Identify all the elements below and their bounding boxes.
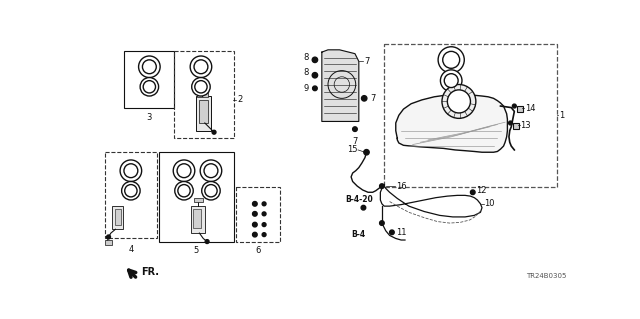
Circle shape <box>380 221 384 226</box>
Polygon shape <box>396 94 508 152</box>
Circle shape <box>178 185 190 197</box>
Circle shape <box>125 185 137 197</box>
Circle shape <box>194 60 208 74</box>
Bar <box>159 152 234 242</box>
Text: 2: 2 <box>237 95 243 104</box>
Text: 9: 9 <box>303 84 308 93</box>
Circle shape <box>361 205 365 210</box>
Bar <box>174 51 234 138</box>
Circle shape <box>253 211 257 216</box>
Text: 7: 7 <box>371 94 376 103</box>
Circle shape <box>143 81 156 93</box>
Bar <box>384 44 557 187</box>
Circle shape <box>312 86 317 91</box>
Circle shape <box>447 90 470 113</box>
Text: FR.: FR. <box>141 267 159 277</box>
Text: B-4-20: B-4-20 <box>345 196 372 204</box>
Polygon shape <box>322 50 359 122</box>
Circle shape <box>195 81 207 93</box>
Text: 14: 14 <box>525 104 536 113</box>
Bar <box>197 91 208 97</box>
Text: 16: 16 <box>396 182 406 191</box>
Circle shape <box>364 150 369 155</box>
Circle shape <box>173 160 195 182</box>
Circle shape <box>200 160 221 182</box>
Bar <box>198 100 208 123</box>
Circle shape <box>443 51 460 68</box>
Text: 3: 3 <box>147 113 152 122</box>
Circle shape <box>177 164 191 178</box>
Bar <box>193 209 201 228</box>
Bar <box>113 206 123 229</box>
Circle shape <box>470 190 475 195</box>
Text: 15: 15 <box>347 145 357 154</box>
Text: 8: 8 <box>303 69 308 78</box>
Circle shape <box>175 182 193 200</box>
Circle shape <box>353 127 357 131</box>
Circle shape <box>438 47 464 73</box>
Bar <box>124 51 174 108</box>
Text: 10: 10 <box>484 199 495 208</box>
Circle shape <box>192 78 210 96</box>
Bar <box>513 123 519 129</box>
Bar <box>516 106 523 112</box>
Circle shape <box>212 130 216 134</box>
Circle shape <box>205 240 209 243</box>
Bar <box>236 187 280 242</box>
Circle shape <box>444 74 458 87</box>
Text: 13: 13 <box>520 121 531 130</box>
Text: 7: 7 <box>364 57 369 66</box>
Text: 11: 11 <box>396 228 406 237</box>
Circle shape <box>312 72 317 78</box>
Circle shape <box>380 184 384 189</box>
Text: TR24B0305: TR24B0305 <box>526 272 566 278</box>
Text: 8: 8 <box>303 53 308 62</box>
Bar <box>191 206 205 233</box>
Text: 4: 4 <box>128 245 134 254</box>
Text: 7: 7 <box>352 137 358 146</box>
Circle shape <box>442 85 476 118</box>
Text: 1: 1 <box>559 111 564 120</box>
Circle shape <box>120 160 141 182</box>
Bar <box>115 209 121 225</box>
Text: 6: 6 <box>255 246 260 255</box>
Circle shape <box>262 223 266 226</box>
Circle shape <box>362 96 367 101</box>
Circle shape <box>312 57 317 63</box>
Circle shape <box>513 104 516 108</box>
Bar <box>105 152 157 239</box>
Circle shape <box>143 60 156 74</box>
Circle shape <box>262 202 266 206</box>
Bar <box>196 96 211 131</box>
Circle shape <box>253 202 257 206</box>
Bar <box>194 198 204 202</box>
Circle shape <box>390 230 394 235</box>
Text: B-4: B-4 <box>352 230 366 239</box>
Circle shape <box>440 70 462 92</box>
Text: 5: 5 <box>194 246 199 255</box>
Circle shape <box>202 182 220 200</box>
Text: 12: 12 <box>476 186 486 195</box>
Circle shape <box>140 78 159 96</box>
Circle shape <box>204 164 218 178</box>
Circle shape <box>262 233 266 237</box>
Circle shape <box>262 212 266 216</box>
Circle shape <box>190 56 212 78</box>
Circle shape <box>205 185 217 197</box>
Circle shape <box>107 235 111 239</box>
Circle shape <box>124 164 138 178</box>
Circle shape <box>139 56 160 78</box>
Circle shape <box>253 222 257 227</box>
Circle shape <box>122 182 140 200</box>
Circle shape <box>509 121 513 125</box>
Bar <box>105 240 113 245</box>
Circle shape <box>253 232 257 237</box>
